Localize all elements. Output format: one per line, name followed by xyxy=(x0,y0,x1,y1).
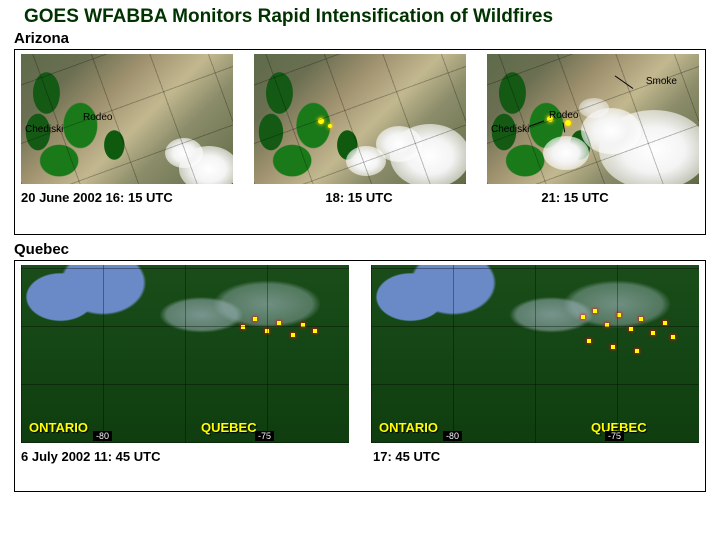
smoke-label: Smoke xyxy=(646,76,677,87)
rodeo-label-3: Rodeo xyxy=(549,110,578,121)
coord-75-b: -75 xyxy=(605,431,624,441)
ontario-label-2: ONTARIO xyxy=(379,420,438,435)
rodeo-label: Rodeo xyxy=(83,112,112,123)
quebec-caption-1: 6 July 2002 11: 45 UTC xyxy=(21,449,373,464)
arizona-caption-2: 18: 15 UTC xyxy=(253,190,465,205)
quebec-panel: ONTARIO QUEBEC -80 -75 ONTARIO xyxy=(14,260,706,492)
page-title: GOES WFABBA Monitors Rapid Intensificati… xyxy=(24,6,706,28)
quebec-label-2: QUEBEC xyxy=(591,420,647,435)
arizona-tile-1: Chediski Rodeo xyxy=(21,54,233,184)
chediski-label-3: Chediski xyxy=(491,124,529,135)
quebec-caption-2: 17: 45 UTC xyxy=(373,449,693,464)
arizona-caption-1: 20 June 2002 16: 15 UTC xyxy=(21,190,253,205)
ontario-label: ONTARIO xyxy=(29,420,88,435)
fire-dot xyxy=(318,118,324,124)
arizona-panel: Chediski Rodeo Smoke Chedi xyxy=(14,49,706,235)
coord-75: -75 xyxy=(255,431,274,441)
fire-dot xyxy=(328,124,332,128)
fire-dot xyxy=(565,120,571,126)
quebec-tile-1: ONTARIO QUEBEC -80 -75 xyxy=(21,265,349,443)
quebec-label: QUEBEC xyxy=(201,420,257,435)
arizona-caption-3: 21: 15 UTC xyxy=(465,190,685,205)
arizona-tile-2 xyxy=(254,54,466,184)
chediski-label: Chediski xyxy=(25,124,63,135)
quebec-tile-2: ONTARIO QUEBEC -80 -75 xyxy=(371,265,699,443)
arizona-section-label: Arizona xyxy=(14,30,706,47)
coord-80: -80 xyxy=(93,431,112,441)
coord-80-b: -80 xyxy=(443,431,462,441)
quebec-section-label: Quebec xyxy=(14,241,706,258)
arizona-tile-3: Smoke Chediski Rodeo xyxy=(487,54,699,184)
fire-dot xyxy=(547,116,553,122)
